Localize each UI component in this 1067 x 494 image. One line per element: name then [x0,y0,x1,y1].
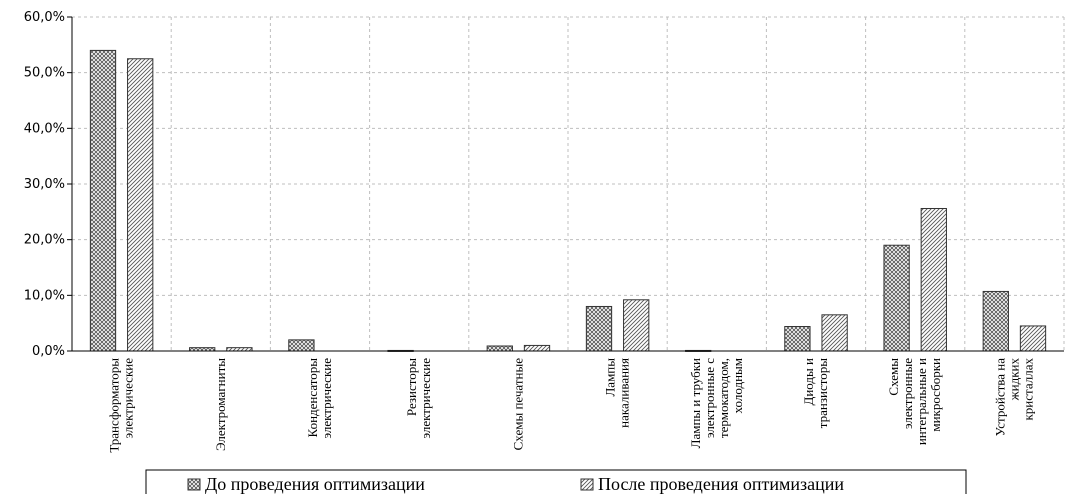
y-tick-label: 50,0% [24,66,65,81]
x-tick-label: Схемы печатные [510,358,525,451]
bar-after [920,207,947,352]
x-tick-label-line: Резисторы [404,358,419,416]
y-tick-label: 20,0% [24,233,65,248]
bar-before [784,326,811,352]
x-tick-label-line: электронные с [702,358,717,438]
bar-after [226,347,253,352]
x-tick-label-line: транзисторы [815,358,830,428]
x-tick-label-line: жидких [1006,358,1021,402]
x-tick-label-line: холодным [730,358,745,413]
bar-after [623,299,650,352]
x-tick-label: Трансформаторы электрические [107,358,136,453]
x-tick-label-line: электрические [418,358,433,439]
bar-after [127,58,154,352]
x-tick-label-line: Трансформаторы [107,358,122,453]
x-tick-label-line: Схемы печатные [510,358,525,451]
y-tick-label: 10,0% [24,288,65,303]
y-tick-label: 30,0% [24,177,65,192]
bar-before [982,290,1009,352]
legend-swatch-before [187,478,201,491]
bar-before [883,244,910,352]
x-tick-label: Лампы и трубки электронные с термокатодом,… [688,358,745,449]
bar-before [585,305,613,352]
x-tick-label-line: Лампы и трубки [688,358,703,448]
bar-before [189,347,216,352]
y-tick-label: 0,0% [32,344,65,359]
x-tick-label-line: интегральные и [914,358,929,445]
x-tick-label-line: микросборки [928,358,943,432]
x-tick-label-line: электронные [900,358,915,429]
gridlines [72,16,1065,351]
bar-before [89,49,117,352]
x-tick-label: Лампы накаливания [603,358,632,428]
x-tick-label-line: электрические [319,358,334,439]
legend-frame [145,469,967,494]
x-tick-label: Устройства на жидких кристаллах [992,358,1035,437]
legend-label-after: После проведения оптимизации [598,474,844,494]
y-tick-labels: 0,0% 10,0% 20,0% 30,0% 40,0% 50,0% 60,0% [24,10,65,359]
x-tick-label-line: Конденсаторы [305,358,320,438]
x-tick-label: Схемы электронные интегральные и микросборк… [886,358,943,445]
legend-swatch-after [580,478,594,491]
x-tick-label-line: Диоды и [801,358,816,406]
x-tick-label-line: электрические [121,358,136,439]
x-tick-label-line: Схемы [886,358,901,396]
x-tick-label: Диоды и транзисторы [801,358,830,428]
legend: До проведения оптимизации После проведен… [145,469,967,494]
bar-before [288,339,315,352]
x-tick-label-line: кристаллах [1020,358,1035,421]
bar-before [486,345,513,352]
x-tick-label: Резисторы электрические [404,358,433,439]
x-tick-label-line: Электромагниты [213,358,228,451]
axes [67,16,1064,352]
y-tick-label: 40,0% [24,121,65,136]
bar-after [1019,325,1047,352]
y-tick-label: 60,0% [24,10,65,25]
x-tick-label: Конденсаторы электрические [305,358,334,439]
x-tick-labels: Трансформаторы электрические Электромагнит… [107,358,1036,453]
x-tick-label-line: термокатодом, [716,358,731,438]
x-tick-label-line: Лампы [603,358,618,397]
bars [89,49,1047,352]
x-tick-label: Электромагниты [213,358,228,451]
bar-after [821,314,848,352]
legend-label-before: До проведения оптимизации [205,474,425,494]
bar-after [523,344,551,352]
x-tick-label-line: Устройства на [992,358,1007,437]
x-tick-label-line: накаливания [617,358,632,428]
